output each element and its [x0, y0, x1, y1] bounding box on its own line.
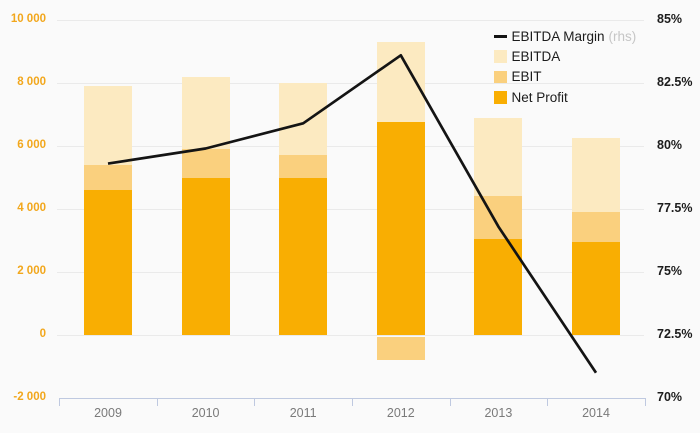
bar-segment-net-profit [181, 177, 230, 335]
legend-label: EBITDA [511, 49, 561, 65]
right-axis-tick-label: 77.5% [657, 201, 693, 215]
left-axis-tick-label: -2 000 [13, 391, 46, 403]
left-axis-tick-label: 4 000 [17, 202, 46, 214]
legend-label: EBITDA Margin [511, 28, 605, 44]
x-axis-year-label: 2009 [94, 406, 122, 420]
ebitda-color-swatch-icon [494, 50, 507, 63]
legend-item-ebit: EBIT [494, 67, 636, 87]
bar-segment-net-profit [279, 177, 328, 335]
x-axis-tick-mark [156, 397, 158, 406]
left-axis-tick-label: 0 [39, 328, 46, 340]
x-axis-year-label: 2013 [484, 406, 513, 420]
right-axis-tick-label: 85% [657, 12, 683, 26]
gridline [57, 209, 644, 210]
x-axis-year-label: 2011 [289, 406, 317, 420]
black-dash-icon [494, 34, 507, 38]
bar-segment-ebit [376, 337, 425, 361]
x-axis-line [59, 397, 645, 399]
chart-legend: EBITDA Margin (rhs) EBITDA EBIT Net Prof… [494, 26, 636, 108]
x-axis-tick-mark [352, 397, 353, 406]
legend-item-net-profit: Net Profit [494, 87, 636, 107]
legend-item-ebitda-margin: EBITDA Margin (rhs) [494, 26, 636, 46]
margin-line-path [107, 53, 598, 374]
x-axis-tick-mark [644, 397, 646, 406]
right-axis-tick-label: 70% [657, 390, 683, 404]
x-axis-tick-mark [254, 397, 256, 406]
right-axis-tick-label: 72.5% [657, 327, 693, 341]
legend-label: EBIT [511, 69, 542, 85]
gridline [57, 272, 644, 273]
left-axis-tick-label: 6 000 [17, 139, 46, 151]
bar-segment-net-profit [84, 190, 132, 335]
net-profit-color-swatch-icon [494, 91, 507, 104]
ebit-color-swatch-icon [494, 70, 507, 84]
line-swatch-icon [494, 30, 507, 43]
legend-label: Net Profit [511, 89, 568, 105]
right-axis-tick-label: 75% [657, 264, 683, 278]
x-axis-tick-mark [449, 397, 451, 406]
bar-segment-net-profit [572, 242, 620, 335]
x-axis-tick-mark [59, 397, 61, 406]
bar-segment-net-profit [474, 238, 523, 335]
left-axis-tick-label: 8 000 [17, 76, 46, 88]
right-axis-tick-label: 82.5% [657, 75, 693, 89]
legend-rhs-note: (rhs) [608, 28, 637, 44]
left-axis-tick-label: 10 000 [10, 13, 46, 25]
x-axis-year-label: 2010 [191, 406, 220, 420]
x-axis-year-label: 2014 [582, 406, 610, 420]
gridline [57, 146, 644, 147]
gridline [57, 83, 644, 84]
x-axis-tick-mark [547, 397, 549, 406]
gridline [57, 335, 644, 336]
legend-item-ebitda: EBITDA [494, 46, 636, 66]
bar-segment-net-profit [376, 122, 425, 335]
left-axis-tick-label: 2 000 [17, 265, 46, 277]
gridline [57, 20, 644, 21]
right-axis-tick-label: 80% [657, 138, 683, 152]
x-axis-year-label: 2012 [386, 406, 415, 420]
